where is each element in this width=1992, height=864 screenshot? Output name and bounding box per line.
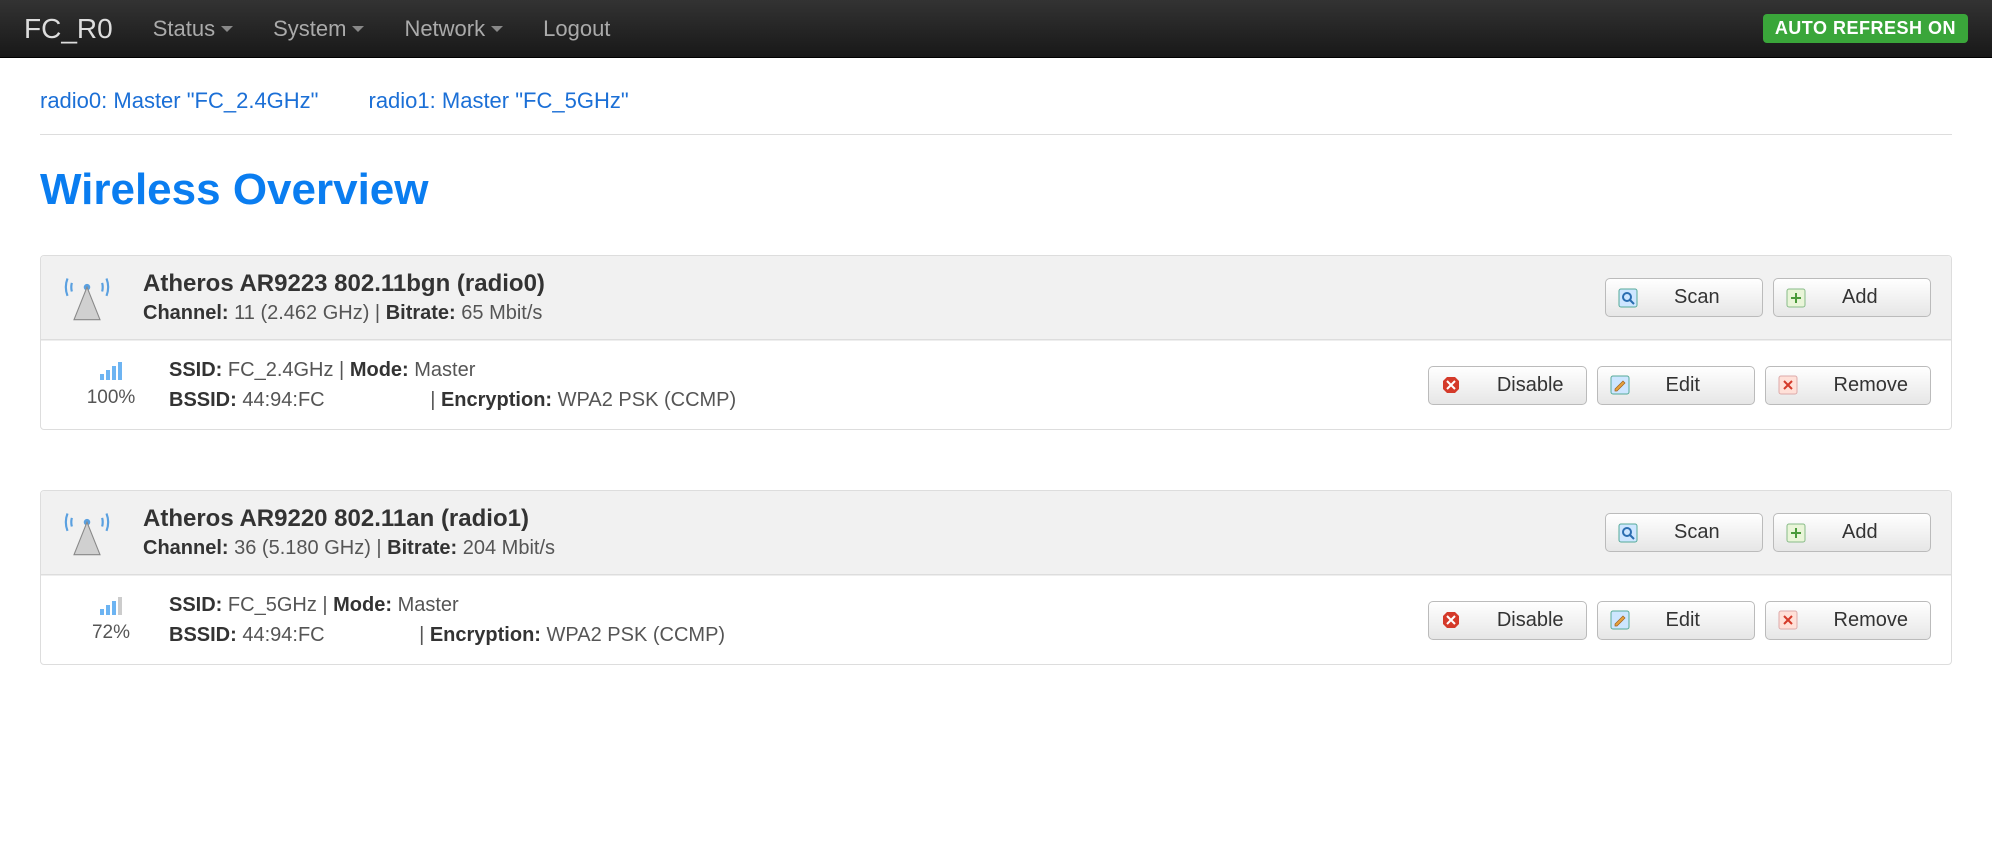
edit-icon [1610, 375, 1630, 395]
radio-header: Atheros AR9220 802.11an (radio1) Channel… [41, 491, 1951, 575]
content: radio0: Master "FC_2.4GHz" radio1: Maste… [0, 58, 1992, 755]
remove-icon [1778, 610, 1798, 630]
radio-name: Atheros AR9220 802.11an (radio1) [143, 505, 1605, 533]
mode-label: Mode: [333, 594, 392, 616]
brand[interactable]: FC_R0 [24, 13, 113, 45]
bssid-value: 44:94:FC [242, 624, 324, 646]
bssid-label: BSSID: [169, 389, 237, 411]
radio-name: Atheros AR9223 802.11bgn (radio0) [143, 270, 1605, 298]
encryption-value: WPA2 PSK (CCMP) [547, 624, 726, 646]
ssid-value: FC_2.4GHz [228, 359, 334, 381]
encryption-label: Encryption: [441, 389, 552, 411]
button-label: Disable [1497, 374, 1564, 397]
signal-column: 100% [61, 362, 161, 409]
channel-label: Channel: [143, 302, 229, 324]
bitrate-value: 204 Mbit/s [463, 537, 555, 559]
radio-block: Atheros AR9220 802.11an (radio1) Channel… [40, 490, 1952, 665]
nav-logout[interactable]: Logout [543, 16, 610, 42]
antenna-icon [61, 507, 113, 559]
network-info: SSID: FC_2.4GHz | Mode: Master BSSID: 44… [169, 355, 1428, 415]
button-label: Remove [1834, 609, 1908, 632]
add-button[interactable]: Add [1773, 513, 1931, 552]
network-buttons: Disable Edit Remove [1428, 601, 1931, 640]
button-label: Edit [1666, 609, 1700, 632]
nav-system[interactable]: System [273, 16, 364, 42]
network-buttons: Disable Edit Remove [1428, 366, 1931, 405]
nav-status[interactable]: Status [153, 16, 233, 42]
mode-label: Mode: [350, 359, 409, 381]
scan-button[interactable]: Scan [1605, 278, 1763, 317]
stop-icon [1441, 375, 1461, 395]
signal-column: 72% [61, 597, 161, 644]
button-label: Add [1842, 286, 1878, 309]
radio-info: Atheros AR9220 802.11an (radio1) Channel… [143, 505, 1605, 560]
add-icon [1786, 523, 1806, 543]
disable-button[interactable]: Disable [1428, 366, 1587, 405]
radio-sub: Channel: 11 (2.462 GHz) | Bitrate: 65 Mb… [143, 302, 1605, 325]
button-label: Edit [1666, 374, 1700, 397]
bssid-value: 44:94:FC [242, 389, 324, 411]
breadcrumb-radio0[interactable]: radio0: Master "FC_2.4GHz" [40, 88, 319, 114]
signal-icon [100, 362, 122, 380]
mode-value: Master [414, 359, 475, 381]
signal-percent: 72% [61, 622, 161, 644]
remove-button[interactable]: Remove [1765, 366, 1931, 405]
button-label: Disable [1497, 609, 1564, 632]
radio-buttons: Scan Add [1605, 513, 1931, 552]
nav-network[interactable]: Network [404, 16, 503, 42]
button-label: Add [1842, 521, 1878, 544]
nav-label: Status [153, 16, 215, 42]
remove-button[interactable]: Remove [1765, 601, 1931, 640]
ssid-label: SSID: [169, 359, 222, 381]
button-label: Remove [1834, 374, 1908, 397]
channel-value: 36 (5.180 GHz) [234, 537, 371, 559]
channel-label: Channel: [143, 537, 229, 559]
remove-icon [1778, 375, 1798, 395]
radio-info: Atheros AR9223 802.11bgn (radio0) Channe… [143, 270, 1605, 325]
network-row: 100% SSID: FC_2.4GHz | Mode: Master BSSI… [41, 340, 1951, 429]
radio-header: Atheros AR9223 802.11bgn (radio0) Channe… [41, 256, 1951, 340]
signal-percent: 100% [61, 387, 161, 409]
nav-label: System [273, 16, 346, 42]
breadcrumbs: radio0: Master "FC_2.4GHz" radio1: Maste… [40, 88, 1952, 135]
edit-button[interactable]: Edit [1597, 601, 1755, 640]
radio-sub: Channel: 36 (5.180 GHz) | Bitrate: 204 M… [143, 537, 1605, 560]
radio-buttons: Scan Add [1605, 278, 1931, 317]
chevron-down-icon [352, 26, 364, 32]
radio-block: Atheros AR9223 802.11bgn (radio0) Channe… [40, 255, 1952, 430]
search-icon [1618, 288, 1638, 308]
edit-icon [1610, 610, 1630, 630]
ssid-value: FC_5GHz [228, 594, 317, 616]
disable-button[interactable]: Disable [1428, 601, 1587, 640]
bitrate-label: Bitrate: [386, 302, 456, 324]
add-button[interactable]: Add [1773, 278, 1931, 317]
channel-value: 11 (2.462 GHz) [234, 302, 369, 324]
nav-label: Logout [543, 16, 610, 42]
edit-button[interactable]: Edit [1597, 366, 1755, 405]
encryption-value: WPA2 PSK (CCMP) [558, 389, 737, 411]
button-label: Scan [1674, 286, 1720, 309]
network-info: SSID: FC_5GHz | Mode: Master BSSID: 44:9… [169, 590, 1428, 650]
scan-button[interactable]: Scan [1605, 513, 1763, 552]
signal-icon [100, 597, 122, 615]
search-icon [1618, 523, 1638, 543]
mode-value: Master [398, 594, 459, 616]
bitrate-value: 65 Mbit/s [461, 302, 542, 324]
chevron-down-icon [221, 26, 233, 32]
ssid-label: SSID: [169, 594, 222, 616]
page-title: Wireless Overview [40, 165, 1952, 215]
antenna-icon [61, 272, 113, 324]
bitrate-label: Bitrate: [387, 537, 457, 559]
navbar: FC_R0 Status System Network Logout AUTO … [0, 0, 1992, 58]
breadcrumb-radio1[interactable]: radio1: Master "FC_5GHz" [369, 88, 629, 114]
network-row: 72% SSID: FC_5GHz | Mode: Master BSSID: … [41, 575, 1951, 664]
auto-refresh-badge[interactable]: AUTO REFRESH ON [1763, 14, 1968, 43]
encryption-label: Encryption: [430, 624, 541, 646]
stop-icon [1441, 610, 1461, 630]
chevron-down-icon [491, 26, 503, 32]
nav-label: Network [404, 16, 485, 42]
button-label: Scan [1674, 521, 1720, 544]
add-icon [1786, 288, 1806, 308]
bssid-label: BSSID: [169, 624, 237, 646]
